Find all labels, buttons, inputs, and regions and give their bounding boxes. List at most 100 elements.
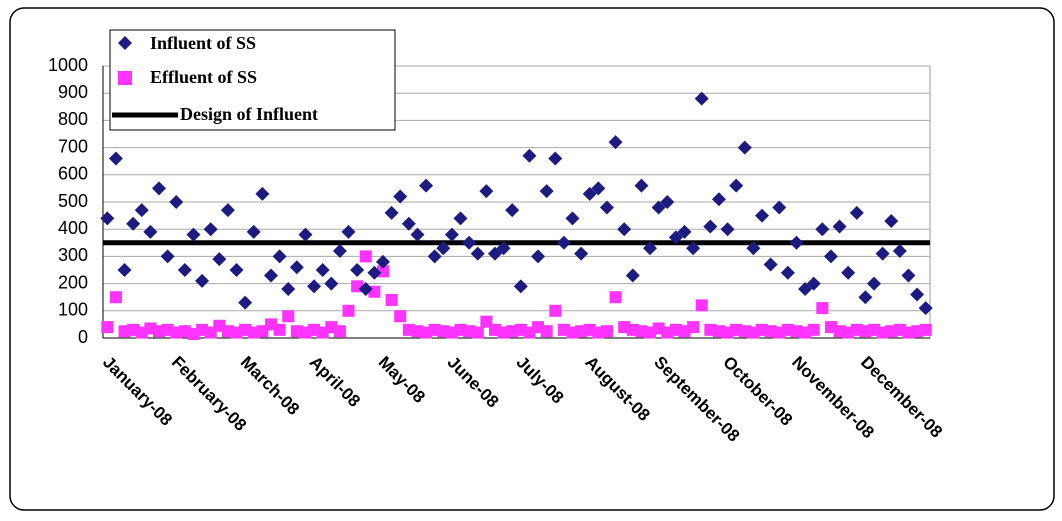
influent-point bbox=[160, 249, 175, 264]
influent-point bbox=[289, 260, 304, 275]
influent-point bbox=[479, 184, 494, 199]
effluent-point bbox=[394, 310, 407, 323]
influent-point bbox=[350, 263, 365, 277]
influent-point bbox=[643, 241, 658, 256]
influent-point bbox=[858, 290, 873, 305]
influent-point bbox=[660, 195, 675, 209]
influent-point bbox=[151, 181, 166, 196]
influent-point bbox=[100, 211, 115, 226]
influent-point bbox=[772, 200, 787, 215]
influent-point bbox=[401, 216, 416, 231]
influent-point bbox=[195, 273, 210, 288]
effluent-point bbox=[127, 323, 140, 336]
effluent-point bbox=[600, 325, 613, 338]
influent-point bbox=[332, 243, 347, 258]
influent-point bbox=[815, 222, 830, 237]
effluent-point bbox=[273, 323, 286, 336]
influent-point bbox=[634, 178, 649, 193]
legend-label: Influent of SS bbox=[150, 33, 256, 53]
influent-point bbox=[453, 211, 468, 226]
influent-point bbox=[444, 227, 459, 242]
effluent-point bbox=[471, 326, 484, 339]
influent-point bbox=[677, 224, 692, 239]
influent-point bbox=[565, 211, 580, 226]
influent-point bbox=[169, 195, 184, 209]
effluent-point bbox=[376, 265, 389, 278]
effluent-point bbox=[247, 326, 260, 339]
influent-point bbox=[823, 249, 838, 264]
y-tick-label: 800 bbox=[58, 109, 88, 129]
influent-point bbox=[505, 203, 520, 218]
influent-point bbox=[832, 219, 847, 234]
influent-point bbox=[849, 205, 864, 220]
influent-point bbox=[910, 287, 925, 302]
y-tick-label: 400 bbox=[58, 218, 88, 238]
influent-point bbox=[186, 227, 201, 242]
influent-point bbox=[496, 241, 511, 256]
effluent-point bbox=[687, 321, 700, 334]
influent-point bbox=[307, 279, 322, 294]
influent-point bbox=[315, 263, 330, 277]
influent-point bbox=[436, 241, 451, 256]
effluent-point bbox=[282, 310, 295, 323]
influent-point bbox=[539, 184, 554, 199]
influent-point bbox=[384, 205, 399, 220]
y-tick-label: 700 bbox=[58, 136, 88, 156]
effluent-point bbox=[549, 304, 562, 317]
influent-point bbox=[419, 178, 434, 193]
influent-point bbox=[599, 200, 614, 215]
y-tick-label: 1000 bbox=[48, 55, 88, 75]
y-tick-label: 500 bbox=[58, 191, 88, 211]
effluent-point bbox=[695, 299, 708, 312]
influent-point bbox=[806, 276, 821, 291]
influent-point bbox=[298, 227, 313, 242]
influent-point bbox=[625, 268, 640, 283]
influent-point bbox=[513, 279, 528, 294]
y-tick-label: 900 bbox=[58, 82, 88, 102]
influent-point bbox=[884, 214, 899, 229]
influent-point bbox=[177, 263, 192, 277]
influent-point bbox=[789, 235, 804, 250]
influent-point bbox=[462, 235, 477, 250]
effluent-point bbox=[540, 325, 553, 338]
effluent-point bbox=[807, 323, 820, 336]
influent-point bbox=[272, 249, 287, 264]
effluent-point bbox=[109, 291, 122, 304]
influent-point bbox=[410, 227, 425, 242]
effluent-point bbox=[333, 325, 346, 338]
influent-point bbox=[780, 265, 795, 280]
effluent-point bbox=[919, 323, 932, 336]
influent-point bbox=[651, 200, 666, 215]
effluent-point bbox=[385, 293, 398, 306]
influent-point bbox=[427, 249, 442, 264]
effluent-point bbox=[359, 250, 372, 263]
influent-point bbox=[341, 224, 356, 239]
y-tick-label: 100 bbox=[58, 300, 88, 320]
influent-point bbox=[220, 203, 235, 218]
influent-point bbox=[487, 246, 502, 261]
influent-point bbox=[720, 222, 735, 237]
influent-point bbox=[126, 216, 141, 231]
influent-point bbox=[608, 135, 623, 150]
y-tick-label: 200 bbox=[58, 272, 88, 292]
influent-point bbox=[737, 140, 752, 155]
legend-marker bbox=[118, 36, 132, 50]
effluent-point bbox=[609, 291, 622, 304]
influent-point bbox=[918, 301, 933, 316]
influent-point bbox=[875, 246, 890, 261]
influent-point bbox=[556, 235, 571, 250]
influent-point bbox=[746, 241, 761, 256]
effluent-point bbox=[342, 304, 355, 317]
influent-point bbox=[203, 222, 218, 237]
influent-point bbox=[238, 295, 253, 310]
influent-point bbox=[531, 249, 546, 264]
influent-point bbox=[574, 246, 589, 261]
effluent-point bbox=[101, 321, 114, 334]
influent-point bbox=[617, 222, 632, 237]
legend-marker bbox=[118, 71, 132, 85]
influent-point bbox=[108, 151, 123, 166]
y-tick-label: 600 bbox=[58, 164, 88, 184]
influent-point bbox=[755, 208, 770, 223]
influent-point bbox=[841, 265, 856, 280]
